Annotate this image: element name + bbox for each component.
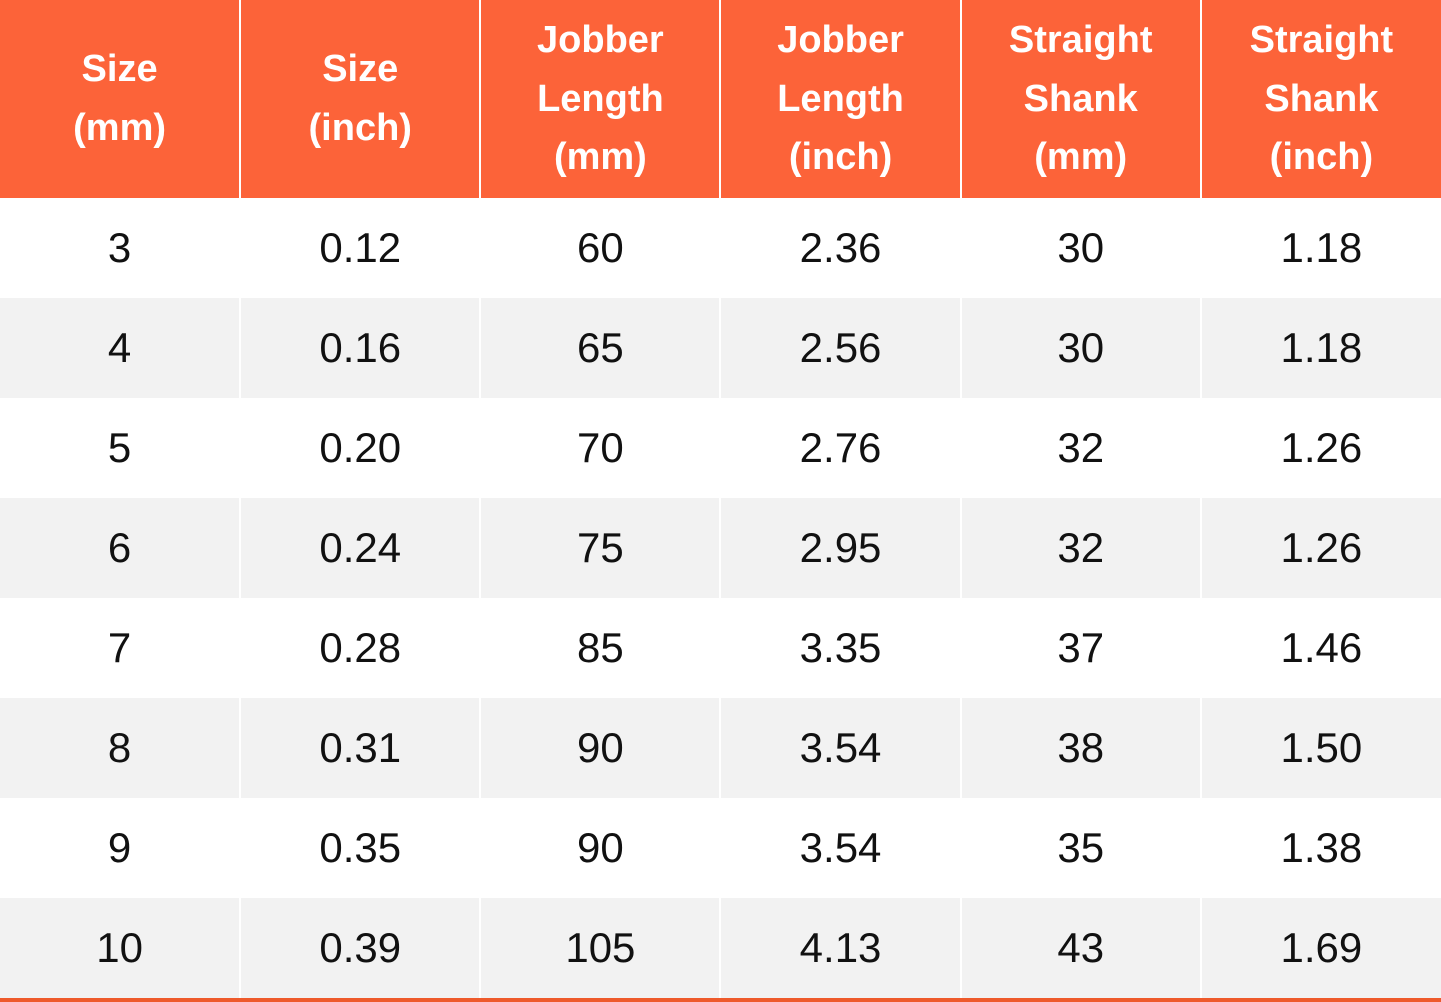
table-cell: 7 <box>0 598 241 698</box>
table-cell: 6 <box>0 498 241 598</box>
header-straight-shank-inch: Straight Shank (inch) <box>1199 0 1441 198</box>
table-cell: 4 <box>0 298 241 398</box>
table-cell: 43 <box>959 898 1201 1000</box>
table-cell: 75 <box>479 498 721 598</box>
table-cell: 2.36 <box>719 198 961 298</box>
table-cell: 32 <box>959 498 1201 598</box>
table-cell: 3.54 <box>719 698 961 798</box>
table-body: 3 0.12 60 2.36 30 1.18 4 0.16 65 2.56 30 1.18 5 0.20 7… <box>0 198 1441 1000</box>
table-row: 3 0.12 60 2.36 30 1.18 <box>0 198 1441 298</box>
table-cell: 32 <box>959 398 1201 498</box>
table-cell: 0.16 <box>239 298 481 398</box>
table-cell: 1.26 <box>1199 398 1441 498</box>
table-cell: 85 <box>479 598 721 698</box>
table-cell: 5 <box>0 398 241 498</box>
table-cell: 10 <box>0 898 241 1000</box>
table-header: Size (mm) Size (inch) Jobber Length (mm)… <box>0 0 1441 198</box>
table-row: 4 0.16 65 2.56 30 1.18 <box>0 298 1441 398</box>
header-row: Size (mm) Size (inch) Jobber Length (mm)… <box>0 0 1441 198</box>
table-cell: 2.95 <box>719 498 961 598</box>
table-row: 5 0.20 70 2.76 32 1.26 <box>0 398 1441 498</box>
table-cell: 8 <box>0 698 241 798</box>
table-cell: 3.54 <box>719 798 961 898</box>
table-cell: 1.26 <box>1199 498 1441 598</box>
table-cell: 1.38 <box>1199 798 1441 898</box>
table-cell: 0.35 <box>239 798 481 898</box>
table-cell: 38 <box>959 698 1201 798</box>
table-cell: 0.12 <box>239 198 481 298</box>
table-cell: 1.46 <box>1199 598 1441 698</box>
table-cell: 65 <box>479 298 721 398</box>
table-cell: 60 <box>479 198 721 298</box>
table-cell: 0.24 <box>239 498 481 598</box>
header-jobber-length-inch: Jobber Length (inch) <box>719 0 961 198</box>
header-size-mm: Size (mm) <box>0 0 241 198</box>
table-cell: 1.50 <box>1199 698 1441 798</box>
table-row: 10 0.39 105 4.13 43 1.69 <box>0 898 1441 1000</box>
table-cell: 0.31 <box>239 698 481 798</box>
table-row: 9 0.35 90 3.54 35 1.38 <box>0 798 1441 898</box>
table-cell: 90 <box>479 798 721 898</box>
table-cell: 2.76 <box>719 398 961 498</box>
header-jobber-length-mm: Jobber Length (mm) <box>479 0 721 198</box>
table-cell: 2.56 <box>719 298 961 398</box>
table-cell: 4.13 <box>719 898 961 1000</box>
table-cell: 1.18 <box>1199 198 1441 298</box>
table-cell: 0.39 <box>239 898 481 1000</box>
table-row: 7 0.28 85 3.35 37 1.46 <box>0 598 1441 698</box>
table-cell: 1.69 <box>1199 898 1441 1000</box>
table-cell: 37 <box>959 598 1201 698</box>
table-cell: 9 <box>0 798 241 898</box>
table-row: 6 0.24 75 2.95 32 1.26 <box>0 498 1441 598</box>
table-cell: 30 <box>959 298 1201 398</box>
table-cell: 90 <box>479 698 721 798</box>
table-cell: 0.20 <box>239 398 481 498</box>
table-cell: 1.18 <box>1199 298 1441 398</box>
table-cell: 35 <box>959 798 1201 898</box>
table-row: 8 0.31 90 3.54 38 1.50 <box>0 698 1441 798</box>
header-straight-shank-mm: Straight Shank (mm) <box>959 0 1201 198</box>
table-cell: 30 <box>959 198 1201 298</box>
table-cell: 3.35 <box>719 598 961 698</box>
table-cell: 3 <box>0 198 241 298</box>
header-size-inch: Size (inch) <box>239 0 481 198</box>
table-cell: 0.28 <box>239 598 481 698</box>
table-cell: 70 <box>479 398 721 498</box>
table-cell: 105 <box>479 898 721 1000</box>
